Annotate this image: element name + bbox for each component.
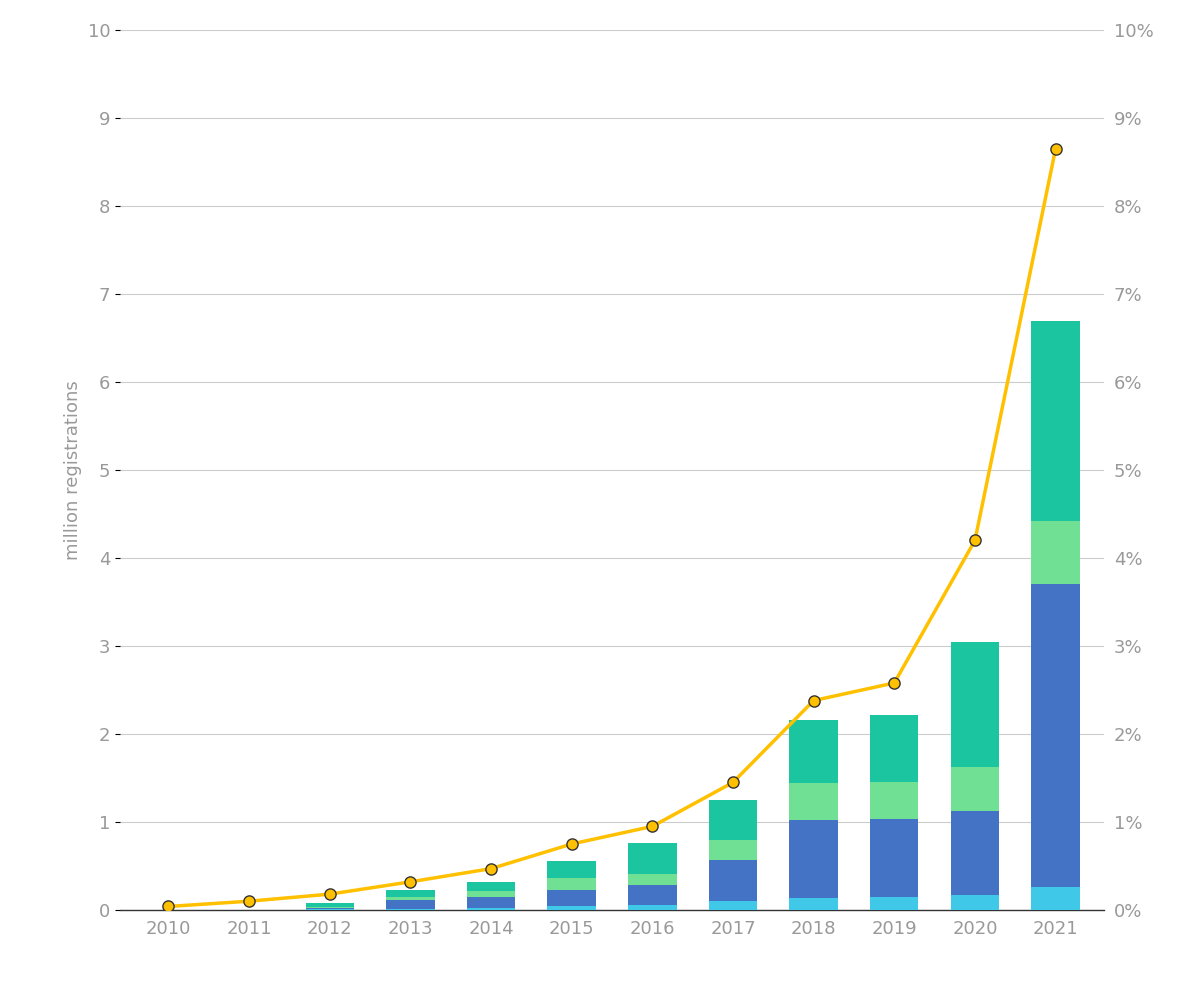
Bar — [870, 715, 918, 782]
Bar — [386, 900, 434, 909]
Bar — [628, 885, 677, 905]
Point — [481, 861, 500, 877]
Bar — [870, 819, 918, 897]
Bar — [790, 820, 838, 898]
Point — [965, 532, 984, 548]
Bar — [1032, 521, 1080, 584]
Bar — [467, 882, 515, 891]
Bar — [386, 890, 434, 897]
Bar — [467, 908, 515, 910]
Point — [401, 874, 420, 890]
Bar — [709, 800, 757, 840]
Bar — [547, 890, 596, 906]
Bar — [709, 901, 757, 910]
Point — [320, 886, 340, 902]
Point — [158, 898, 178, 914]
Bar — [628, 874, 677, 885]
Bar — [950, 811, 1000, 895]
Bar — [1032, 887, 1080, 910]
Bar — [709, 840, 757, 860]
Bar — [467, 897, 515, 908]
Bar — [950, 642, 1000, 767]
Bar — [950, 767, 1000, 811]
Bar — [628, 843, 677, 874]
Bar — [628, 905, 677, 910]
Point — [240, 893, 259, 909]
Bar — [950, 895, 1000, 910]
Point — [884, 675, 904, 691]
Bar — [547, 861, 596, 878]
Point — [724, 774, 743, 790]
Bar — [1032, 321, 1080, 521]
Bar — [870, 782, 918, 819]
Bar — [547, 906, 596, 910]
Point — [1046, 141, 1066, 157]
Bar — [306, 903, 354, 907]
Point — [804, 693, 823, 709]
Bar — [467, 891, 515, 897]
Y-axis label: million registrations: million registrations — [64, 380, 82, 560]
Point — [562, 836, 581, 852]
Bar — [386, 897, 434, 900]
Bar — [790, 783, 838, 820]
Bar — [709, 860, 757, 901]
Bar — [870, 897, 918, 910]
Point — [643, 818, 662, 834]
Bar — [790, 898, 838, 910]
Bar — [1032, 584, 1080, 887]
Bar — [790, 720, 838, 783]
Bar — [547, 878, 596, 890]
